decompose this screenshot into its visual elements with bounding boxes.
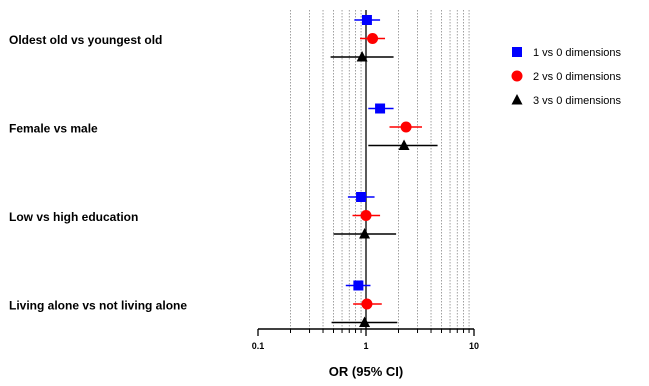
- or-marker: [356, 192, 367, 202]
- legend-label: 1 vs 0 dimensions: [533, 47, 622, 59]
- forest-point: [330, 51, 394, 62]
- or-marker: [359, 228, 371, 239]
- legend-label: 2 vs 0 dimensions: [533, 71, 622, 83]
- legend-marker: [511, 94, 523, 105]
- forest-point: [389, 121, 422, 133]
- x-axis: 0.1 1 10: [252, 328, 479, 351]
- or-marker: [359, 316, 371, 327]
- legend: 1 vs 0 dimensions 2 vs 0 dimensions 3 vs 0…: [511, 47, 622, 107]
- forest-point: [345, 280, 371, 291]
- category-label: Low vs high education: [9, 210, 138, 224]
- or-marker: [398, 139, 410, 150]
- x-tick-label: 10: [469, 341, 479, 351]
- category-label: Oldest old vs youngest old: [9, 33, 162, 47]
- category-labels: Oldest old vs youngest old Female vs male…: [9, 33, 187, 313]
- x-axis-title: OR (95% CI): [329, 364, 403, 379]
- forest-point: [331, 316, 398, 327]
- x-tick-label: 0.1: [252, 341, 265, 351]
- x-tick-label: 1: [363, 341, 368, 351]
- forest-point: [352, 210, 381, 221]
- legend-label: 3 vs 0 dimensions: [533, 95, 622, 107]
- or-marker: [361, 298, 373, 310]
- forest-point: [354, 15, 381, 25]
- or-marker: [360, 210, 372, 221]
- data-marks: [330, 15, 438, 327]
- or-marker: [400, 121, 412, 133]
- forest-point: [368, 139, 438, 150]
- forest-point: [353, 298, 382, 310]
- or-marker: [367, 33, 379, 44]
- or-marker: [375, 103, 386, 114]
- category-label: Living alone vs not living alone: [9, 299, 187, 313]
- forest-point: [333, 228, 397, 239]
- forest-point: [368, 103, 394, 114]
- grid-lines: [290, 10, 470, 329]
- forest-point: [347, 192, 375, 202]
- legend-marker: [511, 70, 523, 82]
- or-marker: [361, 15, 372, 25]
- category-label: Female vs male: [9, 122, 98, 136]
- legend-marker: [512, 47, 522, 57]
- or-marker: [356, 51, 368, 62]
- forest-point: [360, 33, 386, 44]
- or-marker: [353, 280, 364, 291]
